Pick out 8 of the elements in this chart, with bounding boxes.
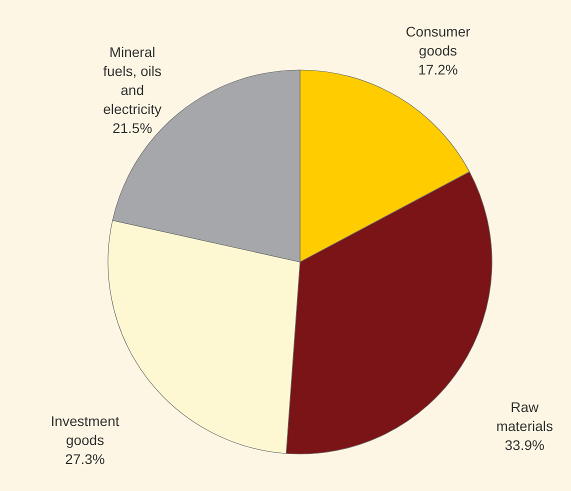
data-label: 17.2% xyxy=(418,61,458,78)
slice-label: Raw materials xyxy=(496,399,553,434)
slice-label: Mineral fuels, oils and electricity xyxy=(103,44,162,117)
slice-label: Consumer goods xyxy=(406,23,471,58)
slice-label: Investment goods xyxy=(50,413,120,448)
data-label: 33.9% xyxy=(504,437,544,454)
data-label: 21.5% xyxy=(112,120,152,136)
data-label: 27.3% xyxy=(65,451,105,468)
